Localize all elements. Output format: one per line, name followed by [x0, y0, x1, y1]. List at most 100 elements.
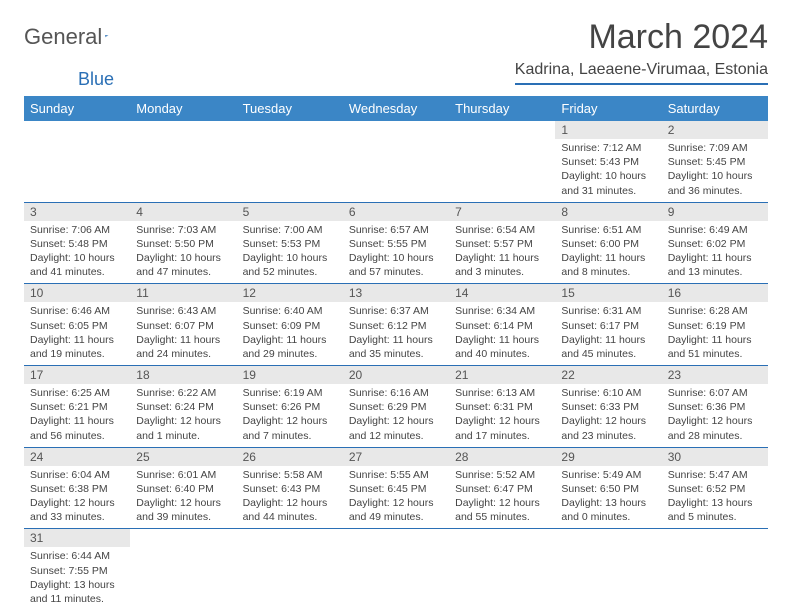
day-number: 17 [24, 366, 130, 384]
day-content: Sunrise: 6:28 AMSunset: 6:19 PMDaylight:… [662, 302, 768, 365]
sunset-text: Sunset: 6:50 PM [561, 482, 655, 496]
flag-icon [105, 28, 109, 44]
daylight-text-2: and 41 minutes. [30, 265, 124, 279]
sunset-text: Sunset: 6:09 PM [243, 319, 337, 333]
sunrise-text: Sunrise: 6:54 AM [455, 223, 549, 237]
sunrise-text: Sunrise: 7:12 AM [561, 141, 655, 155]
sunset-text: Sunset: 7:55 PM [30, 564, 124, 578]
day-content: Sunrise: 6:25 AMSunset: 6:21 PMDaylight:… [24, 384, 130, 447]
day-number: 15 [555, 284, 661, 302]
day-content: Sunrise: 6:34 AMSunset: 6:14 PMDaylight:… [449, 302, 555, 365]
daylight-text-2: and 49 minutes. [349, 510, 443, 524]
calendar-cell: 6Sunrise: 6:57 AMSunset: 5:55 PMDaylight… [343, 202, 449, 284]
daylight-text-1: Daylight: 12 hours [455, 414, 549, 428]
logo-word1: General [24, 24, 102, 50]
calendar-cell [555, 529, 661, 610]
daylight-text-1: Daylight: 11 hours [668, 333, 762, 347]
calendar-cell: 22Sunrise: 6:10 AMSunset: 6:33 PMDayligh… [555, 366, 661, 448]
day-content: Sunrise: 6:22 AMSunset: 6:24 PMDaylight:… [130, 384, 236, 447]
day-number: 23 [662, 366, 768, 384]
calendar-cell [237, 529, 343, 610]
daylight-text-2: and 33 minutes. [30, 510, 124, 524]
daylight-text-1: Daylight: 10 hours [243, 251, 337, 265]
sunset-text: Sunset: 5:53 PM [243, 237, 337, 251]
day-content: Sunrise: 6:37 AMSunset: 6:12 PMDaylight:… [343, 302, 449, 365]
daylight-text-1: Daylight: 11 hours [30, 333, 124, 347]
sunrise-text: Sunrise: 6:40 AM [243, 304, 337, 318]
day-number: 14 [449, 284, 555, 302]
sunset-text: Sunset: 6:26 PM [243, 400, 337, 414]
sunrise-text: Sunrise: 5:52 AM [455, 468, 549, 482]
sunrise-text: Sunrise: 6:22 AM [136, 386, 230, 400]
daylight-text-1: Daylight: 11 hours [561, 333, 655, 347]
daylight-text-1: Daylight: 13 hours [668, 496, 762, 510]
daylight-text-1: Daylight: 11 hours [30, 414, 124, 428]
daylight-text-2: and 31 minutes. [561, 184, 655, 198]
sunset-text: Sunset: 5:57 PM [455, 237, 549, 251]
day-content: Sunrise: 6:07 AMSunset: 6:36 PMDaylight:… [662, 384, 768, 447]
day-content: Sunrise: 6:40 AMSunset: 6:09 PMDaylight:… [237, 302, 343, 365]
day-content: Sunrise: 6:57 AMSunset: 5:55 PMDaylight:… [343, 221, 449, 284]
sunrise-text: Sunrise: 5:49 AM [561, 468, 655, 482]
day-number: 3 [24, 203, 130, 221]
daylight-text-2: and 44 minutes. [243, 510, 337, 524]
calendar-cell: 24Sunrise: 6:04 AMSunset: 6:38 PMDayligh… [24, 447, 130, 529]
sunset-text: Sunset: 6:36 PM [668, 400, 762, 414]
daylight-text-1: Daylight: 11 hours [455, 251, 549, 265]
day-content: Sunrise: 6:49 AMSunset: 6:02 PMDaylight:… [662, 221, 768, 284]
calendar-cell [449, 121, 555, 202]
sunset-text: Sunset: 6:38 PM [30, 482, 124, 496]
sunrise-text: Sunrise: 6:07 AM [668, 386, 762, 400]
calendar-cell [449, 529, 555, 610]
day-number: 20 [343, 366, 449, 384]
day-content: Sunrise: 7:12 AMSunset: 5:43 PMDaylight:… [555, 139, 661, 202]
daylight-text-2: and 29 minutes. [243, 347, 337, 361]
day-number: 2 [662, 121, 768, 139]
daylight-text-1: Daylight: 11 hours [136, 333, 230, 347]
sunset-text: Sunset: 6:29 PM [349, 400, 443, 414]
daylight-text-2: and 35 minutes. [349, 347, 443, 361]
sunset-text: Sunset: 6:45 PM [349, 482, 443, 496]
day-content: Sunrise: 6:51 AMSunset: 6:00 PMDaylight:… [555, 221, 661, 284]
calendar-cell: 23Sunrise: 6:07 AMSunset: 6:36 PMDayligh… [662, 366, 768, 448]
sunset-text: Sunset: 5:55 PM [349, 237, 443, 251]
sunset-text: Sunset: 6:17 PM [561, 319, 655, 333]
sunrise-text: Sunrise: 6:44 AM [30, 549, 124, 563]
daylight-text-2: and 0 minutes. [561, 510, 655, 524]
day-number: 12 [237, 284, 343, 302]
day-content: Sunrise: 5:58 AMSunset: 6:43 PMDaylight:… [237, 466, 343, 529]
day-content: Sunrise: 6:43 AMSunset: 6:07 PMDaylight:… [130, 302, 236, 365]
sunset-text: Sunset: 5:48 PM [30, 237, 124, 251]
day-content: Sunrise: 6:10 AMSunset: 6:33 PMDaylight:… [555, 384, 661, 447]
sunrise-text: Sunrise: 6:46 AM [30, 304, 124, 318]
sunrise-text: Sunrise: 5:47 AM [668, 468, 762, 482]
daylight-text-1: Daylight: 12 hours [136, 414, 230, 428]
calendar-row: 1Sunrise: 7:12 AMSunset: 5:43 PMDaylight… [24, 121, 768, 202]
calendar-cell: 10Sunrise: 6:46 AMSunset: 6:05 PMDayligh… [24, 284, 130, 366]
calendar-cell [343, 529, 449, 610]
sunrise-text: Sunrise: 7:03 AM [136, 223, 230, 237]
day-content: Sunrise: 6:16 AMSunset: 6:29 PMDaylight:… [343, 384, 449, 447]
day-number: 26 [237, 448, 343, 466]
daylight-text-2: and 39 minutes. [136, 510, 230, 524]
daylight-text-2: and 52 minutes. [243, 265, 337, 279]
sunrise-text: Sunrise: 7:00 AM [243, 223, 337, 237]
day-number: 19 [237, 366, 343, 384]
daylight-text-2: and 57 minutes. [349, 265, 443, 279]
day-number: 16 [662, 284, 768, 302]
calendar-cell: 31Sunrise: 6:44 AMSunset: 7:55 PMDayligh… [24, 529, 130, 610]
day-content: Sunrise: 5:55 AMSunset: 6:45 PMDaylight:… [343, 466, 449, 529]
calendar-cell [130, 529, 236, 610]
calendar-cell: 4Sunrise: 7:03 AMSunset: 5:50 PMDaylight… [130, 202, 236, 284]
calendar-cell: 1Sunrise: 7:12 AMSunset: 5:43 PMDaylight… [555, 121, 661, 202]
daylight-text-2: and 13 minutes. [668, 265, 762, 279]
daylight-text-2: and 40 minutes. [455, 347, 549, 361]
calendar-cell: 18Sunrise: 6:22 AMSunset: 6:24 PMDayligh… [130, 366, 236, 448]
calendar-cell: 29Sunrise: 5:49 AMSunset: 6:50 PMDayligh… [555, 447, 661, 529]
sunrise-text: Sunrise: 6:13 AM [455, 386, 549, 400]
daylight-text-2: and 1 minute. [136, 429, 230, 443]
daylight-text-1: Daylight: 12 hours [136, 496, 230, 510]
daylight-text-1: Daylight: 10 hours [561, 169, 655, 183]
sunrise-text: Sunrise: 6:19 AM [243, 386, 337, 400]
day-content: Sunrise: 5:52 AMSunset: 6:47 PMDaylight:… [449, 466, 555, 529]
